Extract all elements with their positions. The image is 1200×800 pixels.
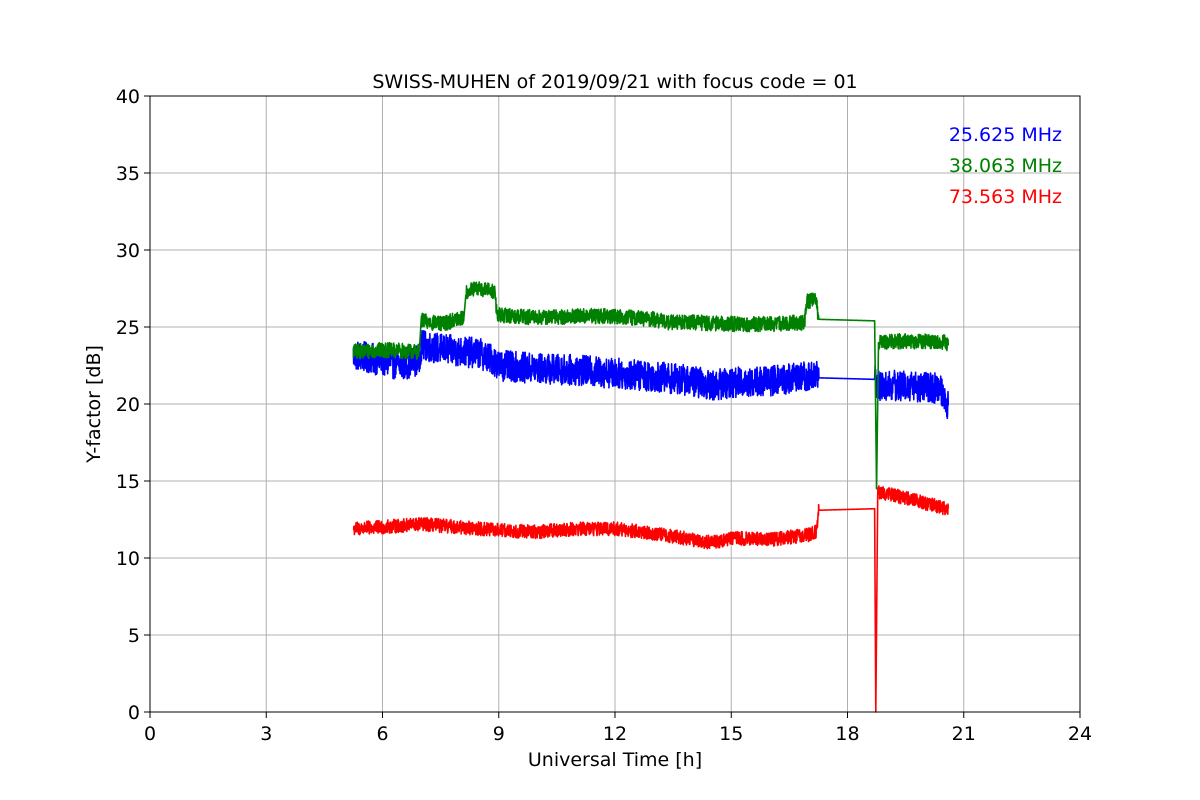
legend: 25.625 MHz 38.063 MHz 73.563 MHz: [949, 124, 1062, 208]
legend-entry: 25.625 MHz: [949, 124, 1062, 146]
y-tick-label: 15: [116, 471, 140, 493]
x-tick-label: 0: [144, 723, 156, 745]
legend-entry: 38.063 MHz: [949, 155, 1062, 177]
y-tick-label: 30: [116, 240, 140, 262]
x-tick-label: 6: [376, 723, 388, 745]
series-line: [352, 329, 950, 420]
plot-series: [352, 281, 950, 713]
chart-title: SWISS-MUHEN of 2019/09/21 with focus cod…: [372, 71, 857, 93]
x-tick-label: 18: [835, 723, 859, 745]
series-line: [352, 485, 950, 713]
series-line: [352, 281, 950, 490]
grid: [149, 95, 1081, 713]
ticks: 0 3 6 9 12 15 18 21 24 0 5 10 15 20 25 30 35 40: [116, 86, 1092, 745]
x-tick-label: 3: [260, 723, 272, 745]
x-tick-label: 15: [719, 723, 743, 745]
x-axis-label: Universal Time [h]: [528, 749, 702, 771]
x-tick-label: 21: [952, 723, 976, 745]
y-tick-label: 20: [116, 394, 140, 416]
y-tick-label: 0: [128, 702, 140, 724]
y-axis-label: Y-factor [dB]: [83, 345, 105, 464]
y-tick-label: 10: [116, 548, 140, 570]
y-tick-label: 5: [128, 625, 140, 647]
legend-entry: 73.563 MHz: [949, 186, 1062, 208]
x-tick-label: 12: [603, 723, 627, 745]
x-tick-label: 24: [1068, 723, 1092, 745]
y-tick-label: 35: [116, 163, 140, 185]
y-tick-label: 25: [116, 317, 140, 339]
y-tick-label: 40: [116, 86, 140, 108]
x-tick-label: 9: [493, 723, 505, 745]
